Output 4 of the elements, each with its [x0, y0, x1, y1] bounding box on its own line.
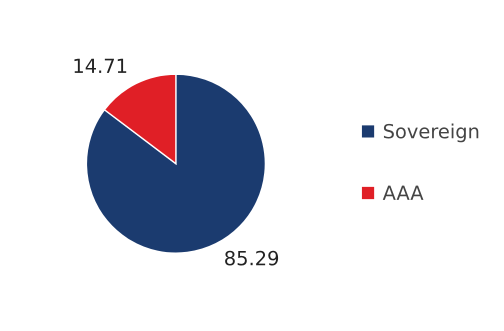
data-label: 85.29	[225, 250, 278, 266]
legend-label: AAA	[382, 186, 424, 200]
data-label: 14.71	[74, 58, 126, 73]
legend-label: Sovereign	[384, 123, 478, 142]
